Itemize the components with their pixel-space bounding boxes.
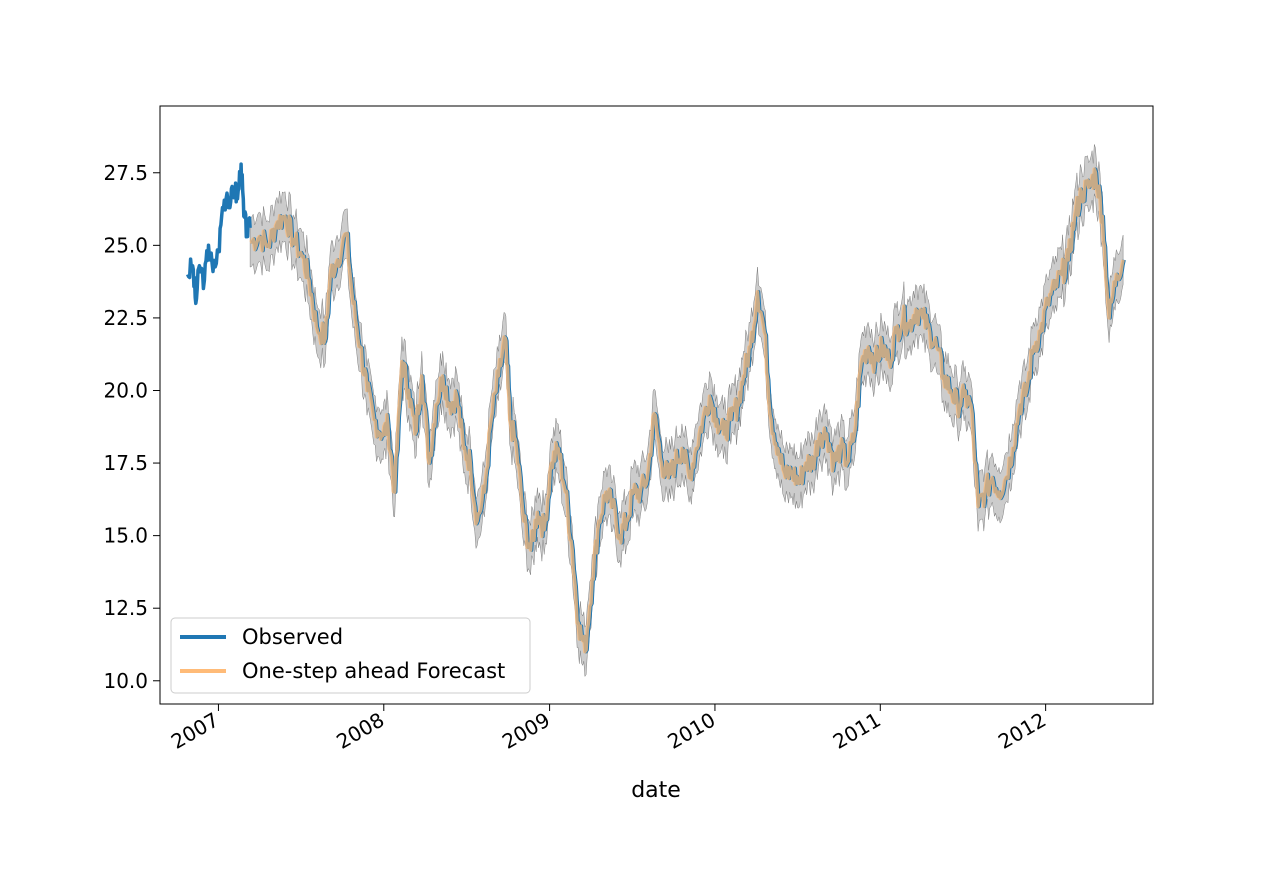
y-tick-label: 20.0 xyxy=(103,378,148,402)
y-tick-label: 15.0 xyxy=(103,524,148,548)
plot-frame xyxy=(159,105,1154,705)
legend-box xyxy=(170,617,531,694)
y-tick-label: 10.0 xyxy=(103,669,148,693)
legend-label-forecast: One-step ahead Forecast xyxy=(242,659,505,683)
series-forecast-line xyxy=(249,167,1125,654)
x-axis-title: date xyxy=(631,778,681,803)
series-observed-line xyxy=(186,162,252,306)
series-lines xyxy=(186,162,1126,654)
y-tick-label: 25.0 xyxy=(103,233,148,257)
y-tick-label: 27.5 xyxy=(103,161,148,185)
y-tick-label: 12.5 xyxy=(103,596,148,620)
y-tick-label: 17.5 xyxy=(103,451,148,475)
legend-label-observed: Observed xyxy=(242,625,343,649)
y-tick-label: 22.5 xyxy=(103,306,148,330)
y-axis: 10.0 12.5 15.0 17.5 20.0 22.5 25.0 27.5 xyxy=(103,161,160,693)
legend: Observed One-step ahead Forecast xyxy=(170,617,531,694)
